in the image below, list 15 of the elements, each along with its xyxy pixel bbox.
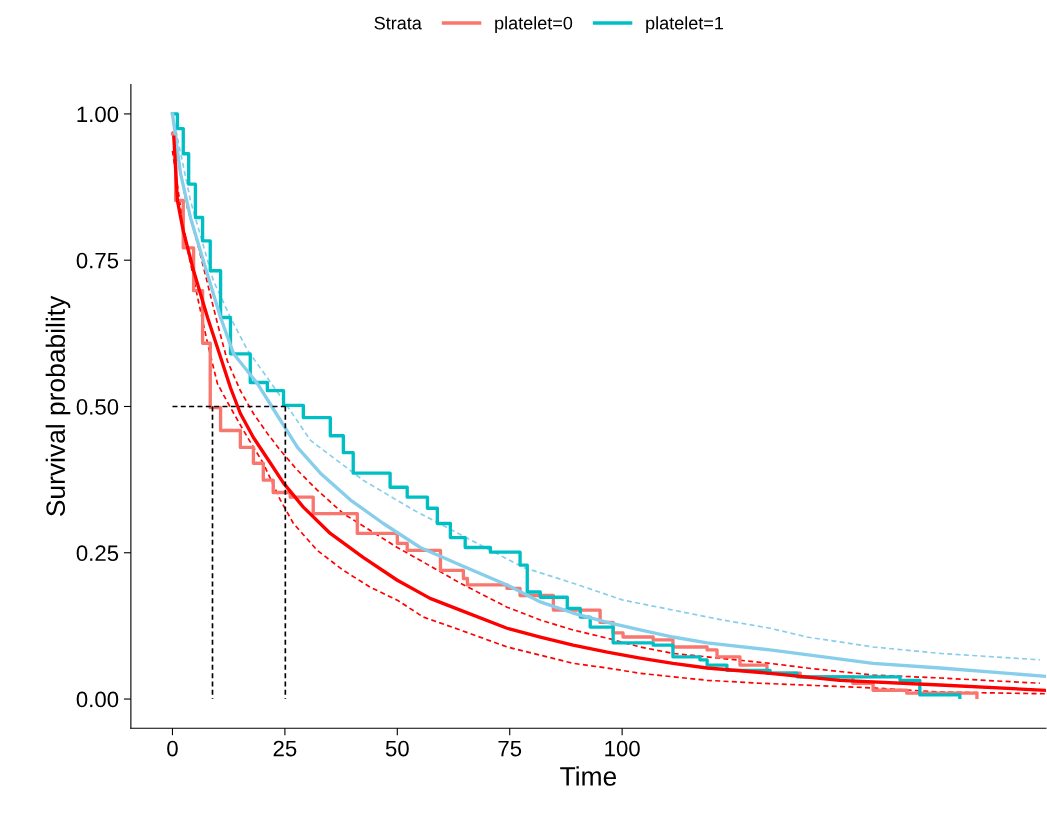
x-tick-label: 75 bbox=[498, 740, 522, 757]
y-tick-label: 0.25 bbox=[76, 545, 119, 562]
legend-label: platelet=1 bbox=[646, 16, 724, 34]
x-tick-label: 50 bbox=[385, 740, 409, 757]
x-tick-label: 25 bbox=[273, 740, 297, 757]
x-tick-label: 0 bbox=[167, 740, 178, 757]
y-axis-title: Survival probability bbox=[45, 295, 71, 517]
legend-title: Strata bbox=[374, 16, 422, 30]
y-tick-label: 1.00 bbox=[77, 106, 119, 123]
legend-label: platelet=0 bbox=[495, 16, 573, 34]
y-tick-label: 0.75 bbox=[76, 252, 119, 269]
y-tick-label: 0.00 bbox=[76, 691, 119, 708]
x-tick-label: 100 bbox=[605, 740, 640, 757]
y-tick-label: 0.50 bbox=[76, 399, 119, 415]
x-axis-title: Time bbox=[560, 766, 617, 786]
